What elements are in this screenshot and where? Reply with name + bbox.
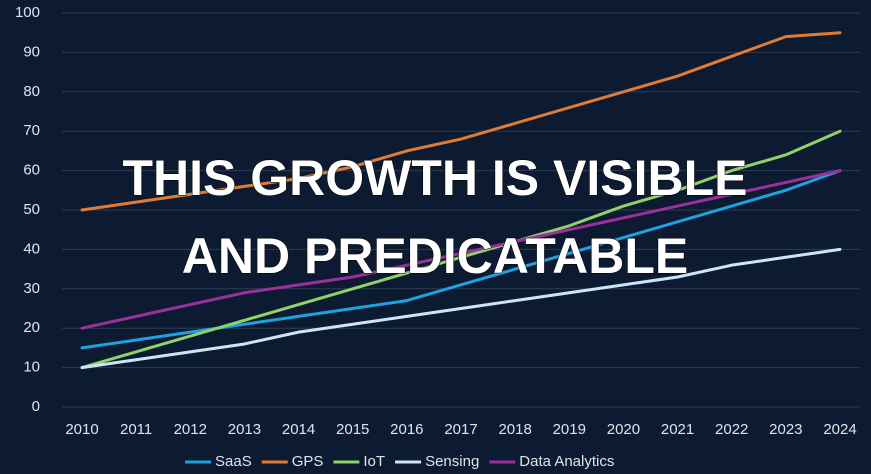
x-tick-label: 2019 — [553, 421, 586, 438]
legend-label: SaaS — [215, 453, 252, 470]
legend-label: IoT — [363, 453, 385, 470]
y-tick-label: 10 — [23, 359, 40, 376]
legend-label: Data Analytics — [519, 453, 614, 470]
x-tick-label: 2014 — [282, 421, 315, 438]
overlay: THIS GROWTH IS VISIBLE AND PREDICATABLE — [122, 150, 748, 285]
series-line — [80, 31, 842, 212]
grid — [62, 12, 860, 408]
y-tick-label: 60 — [23, 162, 40, 179]
y-tick-label: 100 — [15, 4, 40, 21]
x-tick-label: 2013 — [228, 421, 261, 438]
x-tick-label: 2022 — [715, 421, 748, 438]
y-tick-label: 0 — [32, 398, 40, 415]
series-line — [80, 169, 842, 330]
series-line — [80, 247, 842, 370]
legend-label: GPS — [292, 453, 324, 470]
lines — [80, 31, 842, 370]
legend: SaaS GPS IoT Sensing Data Analytics — [185, 453, 614, 470]
x-tick-label: 2017 — [444, 421, 477, 438]
y-tick-label: 20 — [23, 319, 40, 336]
x-tick-label: 2021 — [661, 421, 694, 438]
x-tick-label: 2011 — [120, 421, 152, 438]
legend-label: Sensing — [425, 453, 479, 470]
x-tick-label: 2010 — [65, 421, 98, 438]
y-tick-label: 40 — [23, 240, 40, 257]
x-tick-label: 2024 — [823, 421, 856, 438]
y-tick-label: 80 — [23, 83, 40, 100]
annotation: AND PREDICATABLE — [182, 228, 688, 284]
x-tick-label: 2018 — [498, 421, 531, 438]
y-tick-label: 70 — [23, 122, 40, 139]
x-tick-label: 2020 — [607, 421, 640, 438]
series-line — [80, 129, 842, 370]
x-tick-label: 2016 — [390, 421, 423, 438]
x-tick-label: 2023 — [769, 421, 802, 438]
x-tick-label: 2015 — [336, 421, 369, 438]
y-tick-label: 90 — [23, 43, 40, 60]
y-tick-label: 30 — [23, 280, 40, 297]
labels: 0 10 20 30 40 50 60 70 80 90 100 2010 2011 2012 2013 20… — [15, 4, 857, 438]
x-tick-label: 2012 — [174, 421, 207, 438]
y-tick-label: 50 — [23, 201, 40, 218]
annotation: THIS GROWTH IS VISIBLE — [122, 150, 747, 206]
